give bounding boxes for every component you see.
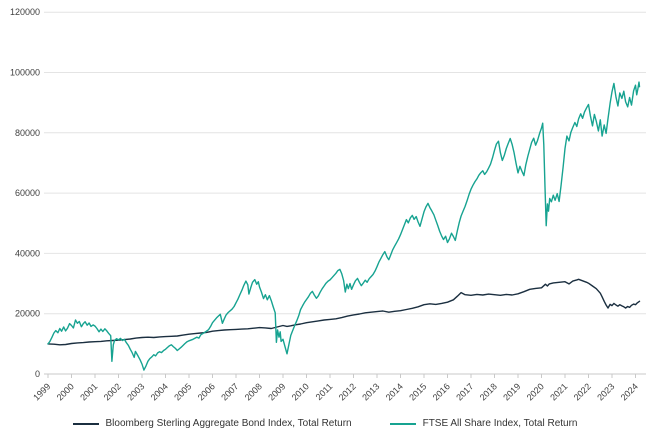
chart-legend: Bloomberg Sterling Aggregate Bond Index,…: [0, 418, 650, 429]
svg-text:2000: 2000: [55, 381, 76, 402]
svg-text:2020: 2020: [525, 381, 546, 402]
legend-label-bond: Bloomberg Sterling Aggregate Bond Index,…: [105, 418, 352, 429]
svg-text:2014: 2014: [384, 381, 405, 402]
svg-text:20000: 20000: [15, 309, 40, 319]
svg-text:2009: 2009: [266, 381, 287, 402]
svg-text:2021: 2021: [548, 381, 569, 402]
svg-text:2022: 2022: [572, 381, 593, 402]
svg-text:2008: 2008: [243, 381, 264, 402]
bond-line-swatch-icon: [72, 422, 99, 425]
svg-text:1999: 1999: [31, 381, 52, 402]
svg-text:0: 0: [35, 369, 40, 379]
legend-item-ftse-index: FTSE All Share Index, Total Return: [389, 418, 578, 429]
svg-text:2012: 2012: [337, 381, 358, 402]
svg-text:40000: 40000: [15, 248, 40, 258]
svg-text:2015: 2015: [407, 381, 428, 402]
svg-text:2017: 2017: [454, 381, 475, 402]
svg-text:2013: 2013: [360, 381, 381, 402]
svg-text:2007: 2007: [219, 381, 240, 402]
svg-text:100000: 100000: [10, 68, 40, 78]
svg-text:2016: 2016: [431, 381, 452, 402]
legend-item-bond-index: Bloomberg Sterling Aggregate Bond Index,…: [72, 418, 352, 429]
svg-text:2023: 2023: [595, 381, 616, 402]
svg-text:2011: 2011: [314, 381, 335, 402]
svg-text:80000: 80000: [15, 128, 40, 138]
svg-text:2005: 2005: [172, 381, 193, 402]
svg-text:2010: 2010: [290, 381, 311, 402]
svg-text:2004: 2004: [149, 381, 170, 402]
svg-text:2019: 2019: [501, 381, 522, 402]
svg-text:120000: 120000: [10, 7, 40, 17]
legend-label-ftse: FTSE All Share Index, Total Return: [422, 418, 578, 429]
svg-text:2002: 2002: [102, 381, 123, 402]
svg-text:2018: 2018: [478, 381, 499, 402]
svg-text:60000: 60000: [15, 188, 40, 198]
svg-text:2001: 2001: [78, 381, 99, 402]
svg-text:2003: 2003: [125, 381, 146, 402]
ftse-line-swatch-icon: [389, 422, 416, 425]
svg-text:2006: 2006: [196, 381, 217, 402]
svg-text:2024: 2024: [619, 381, 640, 402]
